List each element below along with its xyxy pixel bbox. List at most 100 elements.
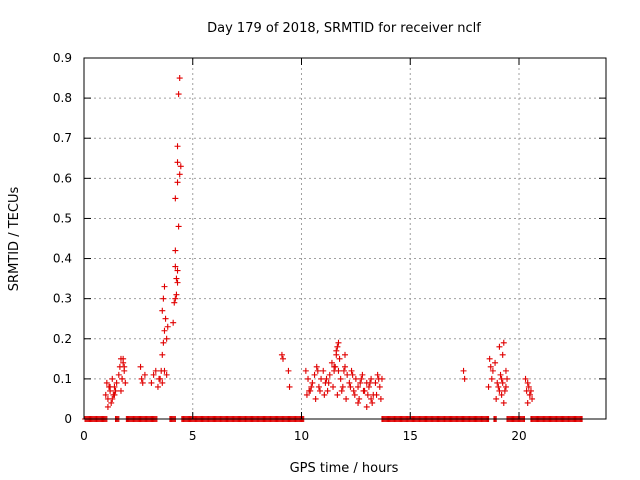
data-point bbox=[486, 355, 493, 362]
data-point bbox=[159, 351, 166, 358]
data-point bbox=[495, 383, 502, 390]
data-point bbox=[173, 275, 180, 282]
y-tick-label: 0.6 bbox=[53, 171, 72, 185]
data-point bbox=[308, 383, 315, 390]
data-point bbox=[352, 375, 359, 382]
data-point bbox=[139, 379, 146, 386]
data-point bbox=[499, 379, 506, 386]
data-point bbox=[172, 295, 179, 302]
data-point bbox=[492, 359, 499, 366]
data-point bbox=[111, 391, 118, 398]
data-point bbox=[314, 367, 321, 374]
data-point bbox=[158, 367, 165, 374]
data-point bbox=[502, 367, 509, 374]
data-point bbox=[148, 379, 155, 386]
data-point bbox=[357, 379, 364, 386]
x-tick-label: 5 bbox=[189, 429, 197, 443]
data-point bbox=[499, 351, 506, 358]
data-point bbox=[325, 379, 332, 386]
data-point bbox=[119, 375, 126, 382]
data-point bbox=[498, 375, 505, 382]
data-point bbox=[368, 395, 375, 402]
data-point bbox=[323, 375, 330, 382]
y-tick-label: 0.8 bbox=[53, 91, 72, 105]
data-point bbox=[487, 363, 494, 370]
data-point bbox=[109, 375, 116, 382]
data-point bbox=[355, 383, 362, 390]
data-point bbox=[360, 387, 367, 394]
x-tick-label: 15 bbox=[403, 429, 418, 443]
data-point bbox=[500, 339, 507, 346]
data-point bbox=[115, 371, 122, 378]
data-point bbox=[328, 359, 335, 366]
data-point bbox=[364, 391, 371, 398]
data-point bbox=[498, 391, 505, 398]
data-point bbox=[333, 347, 340, 354]
data-point bbox=[349, 371, 356, 378]
y-tick-label: 0.7 bbox=[53, 131, 72, 145]
data-point bbox=[286, 383, 293, 390]
data-point bbox=[336, 355, 343, 362]
data-point bbox=[175, 91, 182, 98]
data-point bbox=[162, 315, 169, 322]
data-point bbox=[159, 379, 166, 386]
data-point bbox=[343, 395, 350, 402]
data-point bbox=[113, 379, 120, 386]
data-point bbox=[160, 339, 167, 346]
data-point bbox=[175, 223, 182, 230]
y-tick-label: 0.3 bbox=[53, 292, 72, 306]
data-point bbox=[141, 371, 148, 378]
data-point bbox=[305, 375, 312, 382]
data-point bbox=[107, 383, 114, 390]
data-point bbox=[278, 351, 285, 358]
data-point bbox=[359, 371, 366, 378]
data-point bbox=[174, 159, 181, 166]
data-point bbox=[170, 319, 177, 326]
data-point bbox=[365, 383, 372, 390]
data-point bbox=[150, 371, 157, 378]
data-point bbox=[172, 195, 179, 202]
data-point bbox=[339, 383, 346, 390]
data-point bbox=[374, 371, 381, 378]
data-point bbox=[280, 355, 287, 362]
data-point bbox=[173, 291, 180, 298]
data-point bbox=[331, 367, 338, 374]
data-point bbox=[176, 171, 183, 178]
data-point bbox=[488, 375, 495, 382]
data-point bbox=[285, 367, 292, 374]
data-point bbox=[161, 283, 168, 290]
data-point bbox=[177, 163, 184, 170]
data-point bbox=[160, 295, 167, 302]
data-point bbox=[369, 399, 376, 406]
data-point bbox=[461, 375, 468, 382]
data-point bbox=[174, 179, 181, 186]
data-point bbox=[493, 395, 500, 402]
data-point bbox=[496, 387, 503, 394]
data-point bbox=[321, 391, 328, 398]
data-point bbox=[350, 387, 357, 394]
data-point bbox=[351, 391, 358, 398]
data-point bbox=[112, 387, 119, 394]
x-tick-label: 20 bbox=[511, 429, 526, 443]
data-point bbox=[122, 379, 129, 386]
y-tick-label: 0.9 bbox=[53, 51, 72, 65]
data-point bbox=[524, 399, 531, 406]
data-point bbox=[522, 375, 529, 382]
data-point bbox=[342, 363, 348, 370]
data-point bbox=[525, 383, 532, 390]
data-point bbox=[524, 379, 531, 386]
data-point bbox=[109, 395, 116, 402]
data-point bbox=[313, 363, 320, 370]
data-point bbox=[326, 371, 333, 378]
data-point bbox=[311, 371, 318, 378]
data-point bbox=[372, 379, 379, 386]
data-point bbox=[375, 375, 382, 382]
x-axis-label: GPS time / hours bbox=[290, 461, 399, 476]
data-point bbox=[318, 375, 325, 382]
data-point bbox=[368, 375, 375, 382]
data-point bbox=[104, 403, 111, 410]
data-point bbox=[330, 383, 337, 390]
data-point bbox=[494, 379, 501, 386]
y-tick-label: 0.4 bbox=[53, 252, 72, 266]
data-point bbox=[174, 279, 181, 286]
